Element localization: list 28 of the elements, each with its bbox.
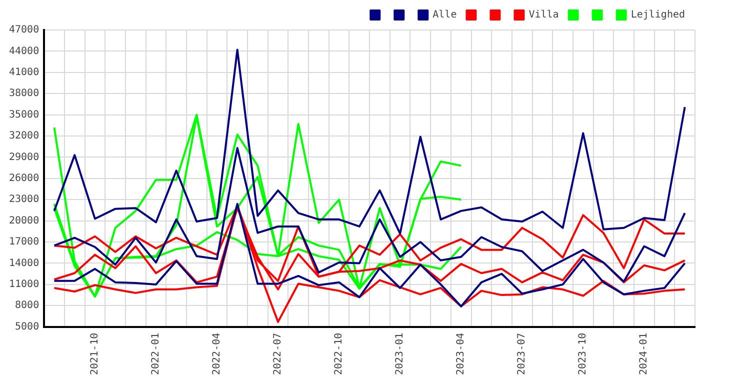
x-tick-label: 2022-07: [272, 332, 284, 376]
x-tick-label: 2024-01: [638, 332, 650, 376]
x-tick-label: 2023-04: [456, 332, 467, 376]
y-tick-label: 26000: [8, 173, 40, 184]
legend-label: Lejlighed: [630, 10, 686, 21]
y-tick-label: 17000: [8, 236, 40, 248]
y-tick-label: 38000: [8, 88, 40, 100]
y-tick-label: 35000: [8, 109, 40, 120]
x-tick-label: 2022-01: [150, 332, 162, 376]
y-tick-label: 23000: [8, 194, 40, 206]
x-tick-label: 2023-01: [394, 332, 406, 376]
x-tick-label: 2023-07: [516, 332, 528, 376]
y-tick-label: 8000: [15, 300, 40, 312]
x-tick-label: 2022-04: [212, 332, 223, 376]
x-tick-label: 2023-10: [578, 332, 589, 376]
y-tick-label: 5000: [15, 321, 40, 332]
y-tick-label: 20000: [8, 215, 40, 226]
legend-label: Villa: [528, 10, 559, 21]
y-tick-label: 47000: [8, 24, 40, 36]
y-tick-label: 29000: [8, 152, 40, 163]
x-tick-label: 2021-10: [90, 332, 101, 376]
y-tick-label: 32000: [8, 130, 40, 142]
x-tick-label: 2022-10: [334, 332, 345, 376]
y-tick-label: 11000: [8, 279, 40, 290]
y-tick-label: 41000: [8, 67, 40, 78]
y-tick-label: 44000: [8, 46, 40, 57]
y-tick-label: 14000: [8, 258, 40, 269]
legend-label: Alle: [432, 10, 457, 21]
